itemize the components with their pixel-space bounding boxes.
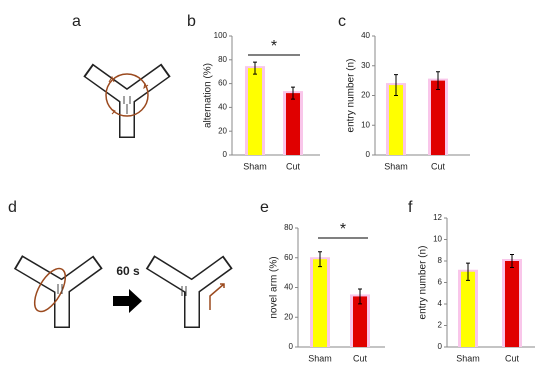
y-tick-label: 30 bbox=[361, 61, 370, 70]
x-tick-label: Sham bbox=[384, 161, 408, 171]
annotation: * bbox=[340, 221, 346, 238]
panel-label: b bbox=[187, 13, 196, 30]
y-tick-label: 40 bbox=[284, 283, 293, 292]
y-tick-label: 40 bbox=[218, 103, 227, 112]
y-axis-label: alternation (%) bbox=[203, 63, 214, 128]
y-tick-label: 0 bbox=[223, 150, 228, 159]
bar bbox=[505, 261, 519, 347]
error-bar bbox=[466, 262, 470, 281]
y-tick-label: 0 bbox=[366, 150, 371, 159]
bar bbox=[248, 68, 262, 155]
bar bbox=[313, 259, 327, 347]
bar bbox=[286, 93, 300, 155]
y-tick-label: 10 bbox=[433, 235, 442, 244]
y-tick-label: 4 bbox=[438, 299, 443, 308]
error-bar bbox=[291, 86, 295, 100]
y-tick-label: 8 bbox=[438, 256, 443, 265]
y-tick-label: 0 bbox=[289, 342, 294, 351]
x-tick-label: Sham bbox=[308, 353, 332, 363]
x-tick-label: Cut bbox=[431, 161, 446, 171]
x-tick-label: Cut bbox=[353, 353, 368, 363]
error-bar bbox=[436, 71, 440, 91]
error-bar bbox=[358, 288, 362, 305]
y-tick-label: 12 bbox=[433, 213, 442, 222]
panel-label: e bbox=[260, 199, 269, 216]
y-tick-label: 0 bbox=[438, 342, 443, 351]
diagram-label: 60 s bbox=[116, 264, 140, 278]
error-bar bbox=[253, 61, 257, 75]
y-maze bbox=[13, 255, 103, 328]
error-bar bbox=[394, 74, 398, 96]
bar bbox=[353, 296, 367, 347]
arrow bbox=[113, 289, 142, 313]
y-axis-label: novel arm (%) bbox=[269, 256, 280, 318]
bar bbox=[461, 271, 475, 347]
bar bbox=[431, 80, 445, 155]
error-bar bbox=[318, 251, 322, 268]
y-tick-label: 20 bbox=[218, 126, 227, 135]
x-tick-label: Sham bbox=[243, 161, 267, 171]
y-tick-label: 60 bbox=[284, 253, 293, 262]
y-tick-label: 60 bbox=[218, 79, 227, 88]
annotation: * bbox=[271, 38, 277, 55]
y-tick-label: 100 bbox=[214, 31, 228, 40]
y-tick-label: 80 bbox=[218, 55, 227, 64]
y-tick-label: 2 bbox=[438, 321, 443, 330]
y-tick-label: 20 bbox=[361, 91, 370, 100]
panel-label: f bbox=[408, 199, 413, 216]
y-tick-label: 10 bbox=[361, 120, 370, 129]
x-tick-label: Cut bbox=[286, 161, 301, 171]
panel-label: d bbox=[8, 199, 17, 216]
x-tick-label: Cut bbox=[505, 353, 520, 363]
y-tick-label: 80 bbox=[284, 223, 293, 232]
bar bbox=[389, 85, 403, 155]
y-axis-label: entry number (n) bbox=[346, 59, 357, 133]
error-bar bbox=[510, 254, 514, 268]
y-tick-label: 6 bbox=[438, 278, 443, 287]
panel-label: c bbox=[338, 13, 346, 30]
y-maze bbox=[83, 63, 171, 138]
y-axis-label: entry number (n) bbox=[418, 246, 429, 320]
y-maze bbox=[145, 255, 233, 328]
y-tick-label: 40 bbox=[361, 31, 370, 40]
x-tick-label: Sham bbox=[456, 353, 480, 363]
y-tick-label: 20 bbox=[284, 312, 293, 321]
panel-label: a bbox=[72, 13, 81, 30]
